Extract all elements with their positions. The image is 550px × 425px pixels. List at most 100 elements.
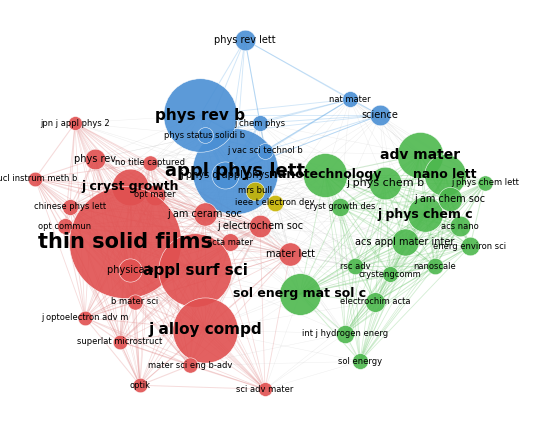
Point [116, 338, 124, 345]
Text: rsc adv: rsc adv [340, 262, 370, 271]
Point [151, 191, 160, 198]
Point [376, 112, 384, 119]
Point [350, 263, 359, 269]
Point [371, 298, 380, 305]
Text: phys rev lett: phys rev lett [214, 35, 276, 45]
Text: acs nano: acs nano [441, 222, 479, 231]
Text: superlat microstruct: superlat microstruct [78, 337, 163, 346]
Point [431, 263, 439, 269]
Point [70, 120, 79, 127]
Point [256, 223, 265, 230]
Text: int j hydrogen energ: int j hydrogen energ [302, 329, 388, 338]
Point [226, 239, 234, 246]
Point [201, 132, 210, 139]
Point [481, 179, 490, 186]
Point [65, 203, 74, 210]
Text: thin solid films: thin solid films [37, 232, 212, 252]
Text: nanoscale: nanoscale [414, 262, 456, 271]
Point [230, 167, 239, 174]
Point [201, 326, 210, 333]
Point [125, 267, 134, 274]
Point [321, 171, 329, 178]
Text: j vac sci technol b: j vac sci technol b [227, 147, 303, 156]
Text: energ environ sci: energ environ sci [433, 242, 507, 251]
Text: j cryst growth: j cryst growth [81, 180, 179, 193]
Point [261, 147, 270, 154]
Point [271, 199, 279, 206]
Text: mater sci eng b-adv: mater sci eng b-adv [148, 361, 232, 370]
Text: mrs bull: mrs bull [238, 186, 272, 195]
Text: nucl instrum meth b: nucl instrum meth b [0, 174, 78, 183]
Point [256, 120, 265, 127]
Text: science: science [361, 110, 398, 120]
Text: ieee t electron dev: ieee t electron dev [235, 198, 315, 207]
Text: adv mater: adv mater [380, 148, 460, 162]
Point [441, 171, 449, 178]
Text: opt mater: opt mater [134, 190, 176, 199]
Point [446, 195, 454, 202]
Text: sol energy: sol energy [338, 357, 382, 366]
Text: appl surf sci: appl surf sci [142, 263, 248, 278]
Text: acs appl mater inter: acs appl mater inter [355, 237, 455, 247]
Text: j phys chem lett: j phys chem lett [451, 178, 519, 187]
Point [125, 183, 134, 190]
Point [221, 171, 229, 178]
Point [386, 271, 394, 278]
Point [136, 382, 145, 389]
Text: b mater sci: b mater sci [111, 298, 158, 306]
Text: crystengcomm: crystengcomm [359, 269, 421, 278]
Text: no title captured: no title captured [115, 159, 185, 167]
Point [130, 298, 139, 305]
Text: mater lett: mater lett [266, 249, 315, 259]
Point [345, 96, 354, 103]
Point [416, 151, 425, 158]
Point [336, 203, 344, 210]
Text: chinese phys lett: chinese phys lett [34, 202, 106, 211]
Text: appl phys lett: appl phys lett [165, 162, 305, 180]
Point [191, 267, 200, 274]
Text: acta mater: acta mater [207, 238, 253, 247]
Text: j phys d appl phys: j phys d appl phys [180, 170, 270, 180]
Point [91, 156, 100, 162]
Point [185, 362, 194, 369]
Text: j am chem soc: j am chem soc [415, 194, 486, 204]
Point [421, 211, 430, 218]
Text: sci adv mater: sci adv mater [236, 385, 294, 394]
Text: j alloy compd: j alloy compd [148, 322, 262, 337]
Point [60, 223, 69, 230]
Text: physica b: physica b [107, 265, 153, 275]
Text: electrochim acta: electrochim acta [340, 298, 410, 306]
Point [201, 211, 210, 218]
Text: phys status solidi b: phys status solidi b [164, 130, 245, 139]
Text: nat mater: nat mater [329, 95, 371, 104]
Text: phys rev b: phys rev b [155, 108, 245, 123]
Text: j electrochem soc: j electrochem soc [217, 221, 303, 231]
Text: jpn j appl phys 2: jpn j appl phys 2 [40, 119, 110, 128]
Text: phys rev: phys rev [74, 154, 116, 164]
Point [31, 176, 40, 182]
Point [455, 223, 464, 230]
Text: cryst growth des: cryst growth des [305, 202, 375, 211]
Text: sol energ mat sol c: sol energ mat sol c [233, 287, 366, 300]
Text: opt commun: opt commun [39, 222, 91, 231]
Text: j optoelectron adv m: j optoelectron adv m [41, 313, 129, 322]
Text: j am ceram soc: j am ceram soc [168, 210, 243, 219]
Point [466, 243, 475, 249]
Text: j chem phys: j chem phys [234, 119, 285, 128]
Point [381, 179, 389, 186]
Text: nano lett: nano lett [413, 168, 477, 181]
Point [196, 112, 205, 119]
Point [251, 187, 260, 194]
Point [285, 251, 294, 258]
Point [81, 314, 90, 321]
Point [295, 291, 304, 298]
Text: j phys chem b: j phys chem b [346, 178, 424, 188]
Point [146, 159, 155, 166]
Text: optik: optik [129, 381, 151, 390]
Point [400, 239, 409, 246]
Point [261, 386, 270, 393]
Text: j phys chem c: j phys chem c [377, 208, 473, 221]
Point [340, 330, 349, 337]
Point [240, 36, 249, 43]
Text: nanotechnology: nanotechnology [269, 168, 381, 181]
